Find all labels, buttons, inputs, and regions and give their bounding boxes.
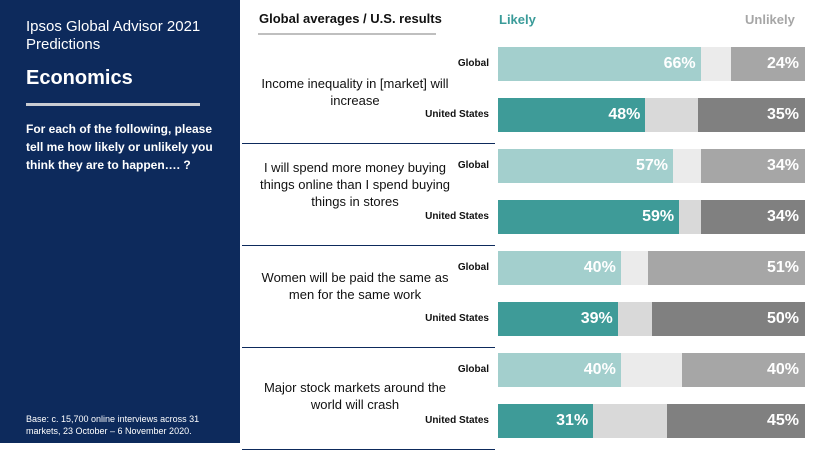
section-divider	[242, 347, 495, 348]
bar-likely	[498, 404, 594, 438]
chart-header: Global averages / U.S. results	[259, 11, 442, 26]
likely-value-label: 57%	[635, 157, 668, 174]
likely-value-label: 48%	[608, 106, 641, 123]
legend-likely: Likely	[499, 12, 536, 27]
group-label-us: United States	[425, 211, 489, 222]
legend-unlikely: Unlikely	[745, 12, 795, 27]
bar-unlikely	[697, 98, 805, 132]
bar-row: 39% 50%	[498, 302, 805, 336]
section-heading: Economics	[26, 67, 133, 89]
base-note: Base: c. 15,700 online interviews across…	[26, 414, 200, 436]
likely-value-label: 66%	[663, 55, 696, 72]
group-label-global: Global	[457, 364, 489, 375]
group-label-us: United States	[425, 109, 489, 120]
bar-unlikely	[666, 404, 805, 438]
bar-row: 40% 51%	[498, 251, 805, 285]
header-underline	[258, 33, 436, 35]
likely-value-label: 39%	[580, 310, 613, 327]
unlikely-value-label: 40%	[766, 361, 799, 378]
bar-row: 31% 45%	[498, 404, 805, 438]
unlikely-value-label: 45%	[766, 412, 799, 429]
unlikely-value-label: 50%	[766, 310, 799, 327]
bar-row: 48% 35%	[498, 98, 805, 132]
bar-likely	[498, 302, 618, 336]
bar-unlikely	[700, 200, 805, 234]
likely-value-label: 59%	[642, 208, 675, 225]
report-title: Ipsos Global Advisor 2021 Predictions	[26, 18, 201, 53]
bar-likely	[498, 47, 701, 81]
bar-likely	[498, 149, 673, 183]
divider	[26, 103, 200, 106]
bar-unlikely	[731, 47, 805, 81]
bar-row: 59% 34%	[498, 200, 805, 234]
section-divider	[242, 245, 495, 246]
group-label-global: Global	[457, 160, 489, 171]
group-label-us: United States	[425, 313, 489, 324]
likely-value-label: 40%	[583, 259, 616, 276]
bar-row: 66% 24%	[498, 47, 805, 81]
likely-value-label: 40%	[583, 361, 616, 378]
bar-unlikely	[648, 251, 805, 285]
bar-likely	[498, 98, 646, 132]
unlikely-value-label: 24%	[766, 55, 799, 72]
bar-likely	[498, 200, 680, 234]
question-label: Women will be paid the same as men for t…	[261, 270, 449, 302]
question-label: Major stock markets around the world wil…	[263, 380, 447, 412]
question-label: I will spend more money buying things on…	[259, 160, 451, 209]
bar-likely	[498, 251, 621, 285]
unlikely-value-label: 34%	[766, 157, 799, 174]
group-label-global: Global	[457, 262, 489, 273]
group-label-global: Global	[457, 58, 489, 69]
bar-unlikely	[651, 302, 805, 336]
bar-row: 57% 34%	[498, 149, 805, 183]
bar-unlikely	[700, 149, 805, 183]
group-label-us: United States	[425, 415, 489, 426]
sidebar: Ipsos Global Advisor 2021 Predictions Ec…	[0, 0, 240, 443]
bar-row: 40% 40%	[498, 353, 805, 387]
survey-question: For each of the following, please tell m…	[26, 122, 213, 172]
bar-likely	[498, 353, 621, 387]
section-divider	[242, 143, 495, 144]
bar-unlikely	[682, 353, 805, 387]
unlikely-value-label: 51%	[766, 259, 799, 276]
unlikely-value-label: 34%	[766, 208, 799, 225]
likely-value-label: 31%	[556, 412, 589, 429]
unlikely-value-label: 35%	[766, 106, 799, 123]
question-label: Income inequality in [market] will incre…	[261, 76, 449, 108]
